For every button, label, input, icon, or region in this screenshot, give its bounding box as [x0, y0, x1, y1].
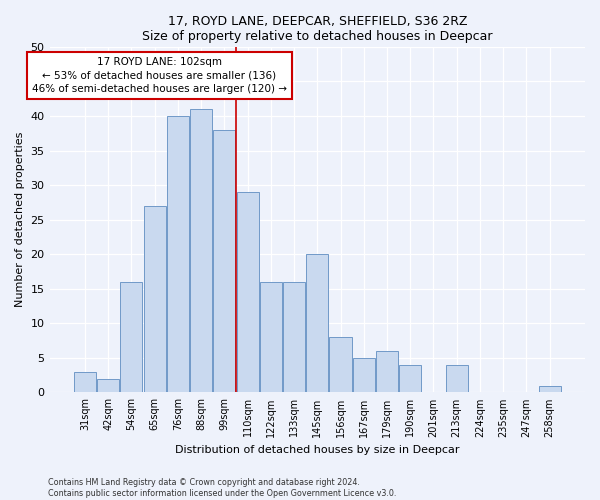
Bar — [143, 206, 166, 392]
Bar — [446, 365, 468, 392]
Bar — [539, 386, 560, 392]
Bar — [167, 116, 189, 392]
Title: 17, ROYD LANE, DEEPCAR, SHEFFIELD, S36 2RZ
Size of property relative to detached: 17, ROYD LANE, DEEPCAR, SHEFFIELD, S36 2… — [142, 15, 493, 43]
Bar — [353, 358, 375, 392]
Bar — [376, 351, 398, 393]
Bar — [190, 109, 212, 393]
Bar — [283, 282, 305, 393]
Bar — [121, 282, 142, 393]
X-axis label: Distribution of detached houses by size in Deepcar: Distribution of detached houses by size … — [175, 445, 460, 455]
Bar — [399, 365, 421, 392]
Bar — [213, 130, 235, 392]
Bar — [260, 282, 282, 393]
Text: Contains HM Land Registry data © Crown copyright and database right 2024.
Contai: Contains HM Land Registry data © Crown c… — [48, 478, 397, 498]
Bar — [236, 192, 259, 392]
Bar — [306, 254, 328, 392]
Y-axis label: Number of detached properties: Number of detached properties — [15, 132, 25, 308]
Bar — [74, 372, 96, 392]
Text: 17 ROYD LANE: 102sqm
← 53% of detached houses are smaller (136)
46% of semi-deta: 17 ROYD LANE: 102sqm ← 53% of detached h… — [32, 58, 287, 94]
Bar — [97, 378, 119, 392]
Bar — [329, 337, 352, 392]
